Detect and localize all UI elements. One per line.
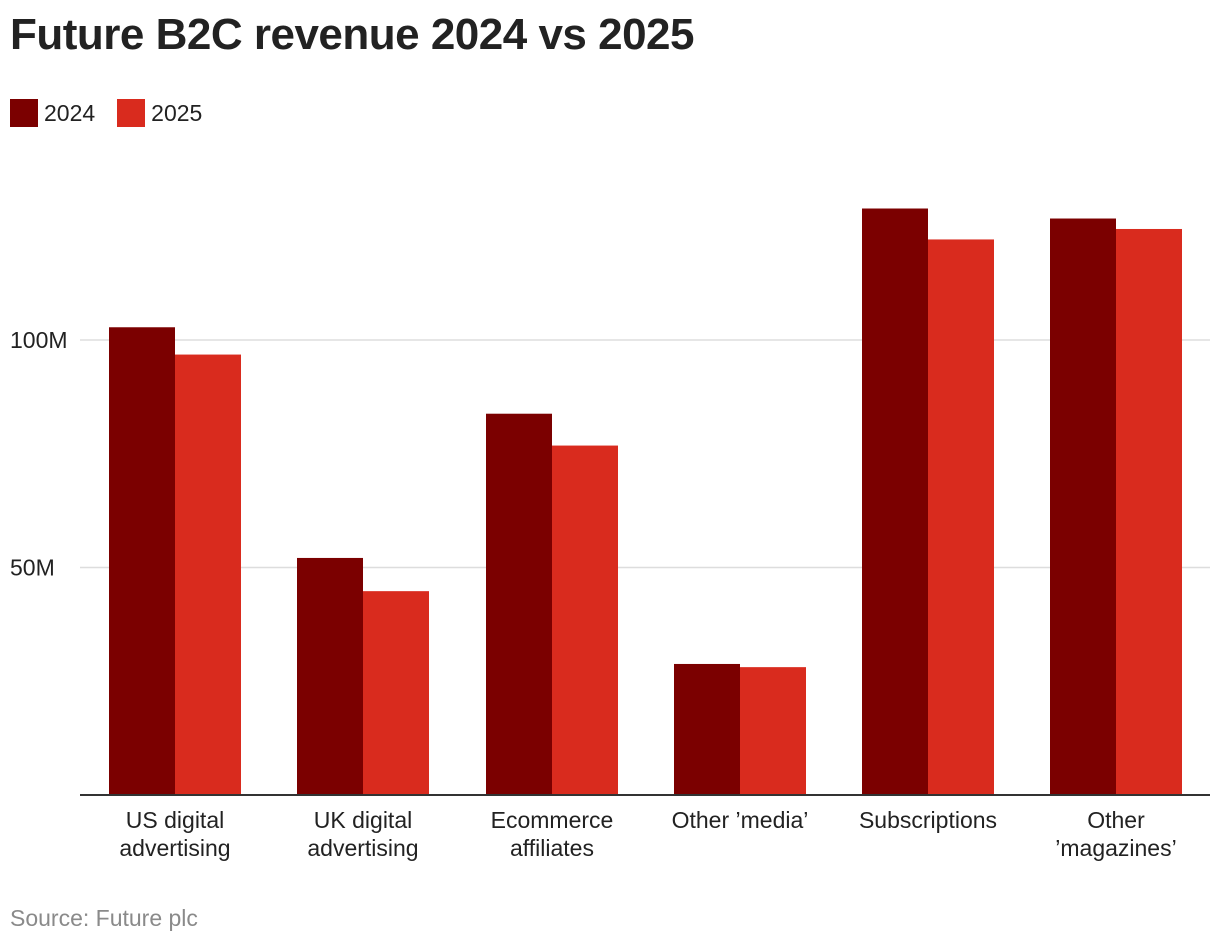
bar-2025-5 <box>1116 228 1182 796</box>
bar-2025-0 <box>175 354 241 795</box>
legend-label-2025: 2025 <box>151 99 203 126</box>
bar-2024-0 <box>109 327 175 795</box>
bar-2024-4 <box>862 208 928 795</box>
x-tick-label: Ecommerce affiliates <box>491 807 614 861</box>
bar-2024-3 <box>674 663 740 795</box>
bar-2025-3 <box>740 667 806 795</box>
x-tick-label: US digital advertising <box>119 807 230 861</box>
bar-2025-4 <box>928 239 994 795</box>
bar-2025-1 <box>363 591 429 795</box>
y-tick-label: 100M <box>10 327 68 353</box>
bar-2024-5 <box>1050 218 1116 795</box>
source-note: Source: Future plc <box>10 905 198 931</box>
legend-item-2025: 2025 <box>117 99 202 127</box>
bar-2024-1 <box>297 557 363 795</box>
legend-swatch-2024 <box>10 99 38 127</box>
x-tick-label: Other’magazines’ <box>1055 807 1176 861</box>
legend-swatch-2025 <box>117 99 146 127</box>
x-tick-label: Subscriptions <box>859 807 997 833</box>
bar-2025-2 <box>552 445 618 795</box>
chart-legend: 2024 2025 <box>10 99 202 127</box>
legend-label-2024: 2024 <box>44 99 96 126</box>
chart-title: Future B2C revenue 2024 vs 2025 <box>10 10 695 59</box>
legend-item-2024: 2024 <box>10 99 95 127</box>
x-tick-label: Other ’media’ <box>672 807 809 833</box>
y-tick-label: 50M <box>10 555 55 581</box>
x-tick-label: UK digital advertising <box>307 807 418 861</box>
bar-2024-2 <box>486 413 552 795</box>
